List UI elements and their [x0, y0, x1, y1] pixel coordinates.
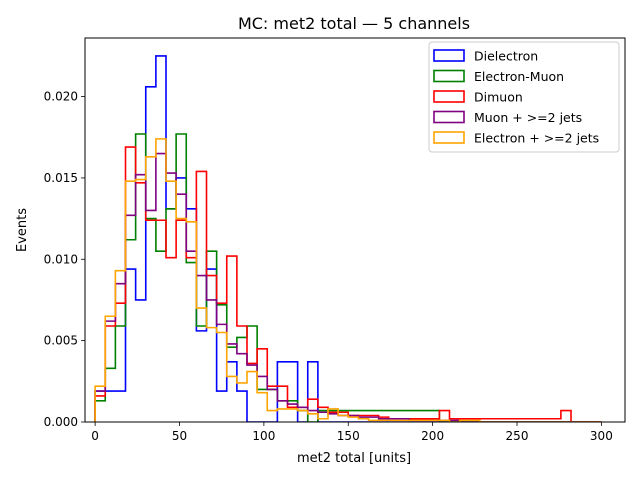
- series-0-histogram: [94, 55, 602, 422]
- x-axis: 0 50 100 150 200 250 300: [91, 422, 613, 443]
- legend-label-0: Dielectron: [474, 49, 538, 64]
- legend: Dielectron Electron-Muon Dimuon Muon + >=2 …: [428, 41, 620, 153]
- x-tick-label: 150: [337, 429, 360, 443]
- legend-label-3: Muon + >=2 jets: [474, 110, 582, 125]
- x-tick-label: 200: [421, 429, 444, 443]
- series-3-histogram: [94, 152, 602, 422]
- y-tick-label: 0.005: [44, 334, 78, 348]
- x-tick-label: 50: [172, 429, 187, 443]
- x-axis-label: met2 total [units]: [297, 451, 411, 466]
- legend-label-1: Electron-Muon: [474, 69, 564, 84]
- chart-title: MC: met2 total — 5 channels: [238, 14, 470, 33]
- y-tick-label: 0.020: [44, 90, 78, 104]
- legend-box: [428, 41, 620, 153]
- plot-area: [84, 37, 626, 423]
- x-tick-label: 0: [91, 429, 99, 443]
- y-axis-label: Events: [15, 208, 30, 252]
- legend-swatch-4: [433, 131, 465, 144]
- y-tick-label: 0.015: [44, 171, 78, 185]
- x-tick-label: 300: [590, 429, 613, 443]
- series-4-histogram: [94, 138, 602, 422]
- legend-swatch-0: [433, 49, 465, 62]
- axes-frame: [84, 37, 626, 423]
- legend-label-4: Electron + >=2 jets: [474, 131, 599, 146]
- legend-swatch-1: [433, 69, 465, 83]
- y-axis: 0.000 0.005 0.010 0.015 0.020: [44, 90, 85, 429]
- y-tick-label: 0.000: [44, 415, 78, 429]
- series-layer: [94, 55, 602, 422]
- x-tick-label: 250: [506, 429, 529, 443]
- y-tick-label: 0.010: [44, 252, 78, 266]
- x-tick-label: 100: [252, 429, 275, 443]
- legend-swatch-2: [433, 90, 465, 103]
- legend-label-2: Dimuon: [474, 90, 523, 105]
- legend-swatch-3: [433, 110, 465, 124]
